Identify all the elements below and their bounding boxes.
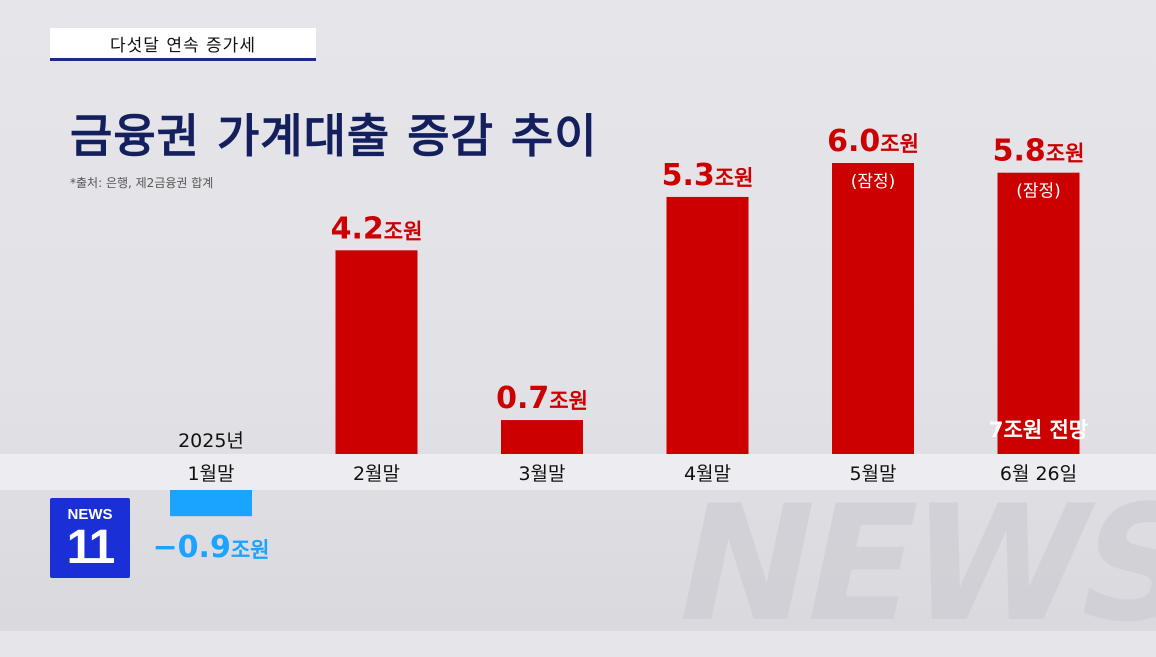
category-label-1: 1월말 [187, 463, 234, 485]
category-label-6: 6월 26일 [1000, 463, 1077, 485]
provisional-note-5: (잠정) [851, 172, 896, 192]
bar-3 [501, 420, 583, 454]
year-label: 2025년 [178, 430, 244, 452]
provisional-note-6: (잠정) [1016, 182, 1061, 202]
axis-band [0, 454, 1156, 490]
logo-number-text: 11 [66, 521, 116, 574]
bar-6 [997, 172, 1080, 454]
category-label-3: 3월말 [518, 463, 565, 485]
bar-2 [335, 250, 418, 454]
value-label-5: 6.0조원 [827, 124, 919, 159]
category-label-2: 2월말 [353, 463, 400, 485]
bar-5 [832, 163, 914, 454]
news1-logo: NEWS 11 [50, 498, 130, 578]
category-label-5: 5월말 [849, 463, 896, 485]
value-label-1: −0.9조원 [153, 530, 270, 565]
bar-1 [170, 490, 252, 517]
value-label-6: 5.8조원 [993, 134, 1085, 169]
value-label-2: 4.2조원 [331, 211, 423, 246]
topic-tag-text: 다섯달 연속 증가세 [110, 35, 256, 56]
value-label-4: 5.3조원 [662, 158, 754, 193]
topic-tag: 다섯달 연속 증가세 [50, 28, 316, 61]
value-label-3: 0.7조원 [496, 381, 588, 416]
page-title: 금융권 가계대출 증감 추이 [70, 109, 598, 163]
category-label-4: 4월말 [684, 463, 731, 485]
source-note: *출처: 은행, 제2금융권 합계 [70, 176, 214, 190]
bar-chart: 1월말 −0.9조원 2월말 4.2조원 3월말 0.7조원 4월말 5.3조원 5월말 6.0조… [152, 124, 1088, 565]
bar-4 [666, 196, 749, 454]
logo-news-text: NEWS [67, 506, 113, 523]
forecast-annotation: 7조원 전망 [989, 418, 1088, 442]
